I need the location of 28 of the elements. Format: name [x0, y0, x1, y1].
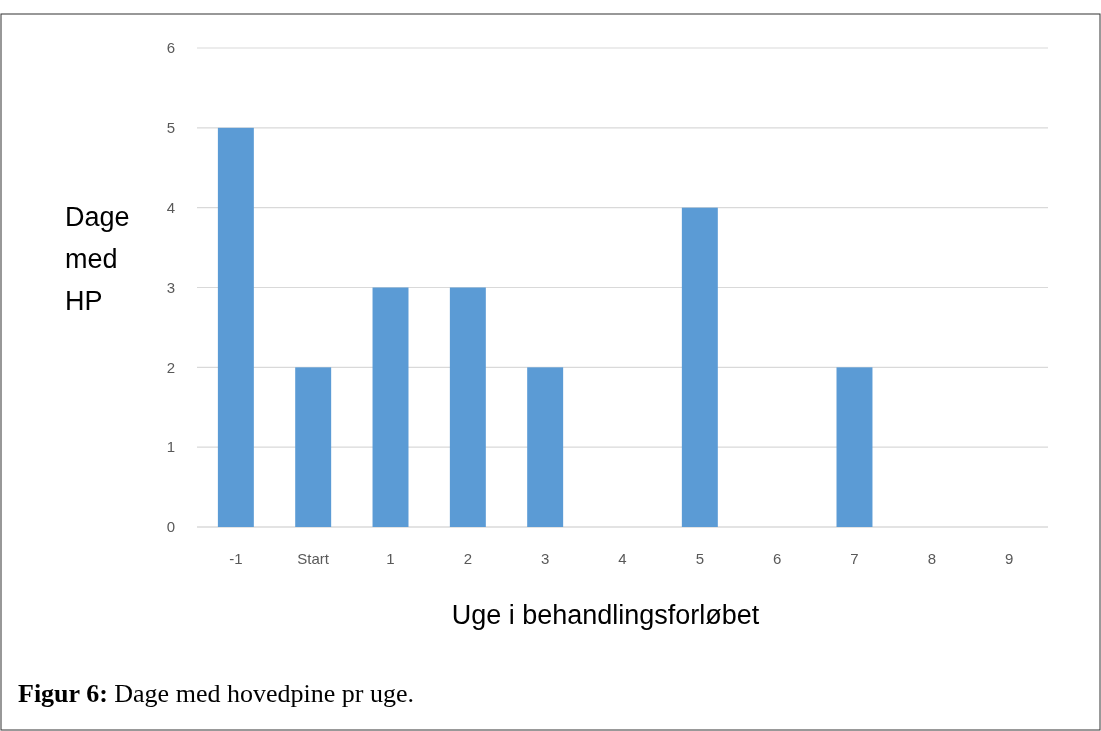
bar [681, 207, 718, 527]
bar [527, 367, 564, 527]
bar [449, 287, 486, 527]
x-tick-label: 5 [695, 550, 704, 567]
bar [295, 367, 332, 527]
bar [217, 127, 254, 527]
y-axis-title: Dage med HP [65, 202, 130, 316]
y-tick-label: 3 [166, 278, 175, 296]
y-tick-label: 1 [166, 438, 175, 456]
x-tick-label: 6 [772, 550, 782, 567]
bar [836, 367, 873, 527]
text: Figur 6: Dage med hovedpine pr uge. [18, 679, 414, 708]
x-tick-label: -1 [229, 550, 243, 567]
x-tick-label: 3 [541, 550, 550, 567]
y-tick-label: 2 [166, 358, 175, 376]
x-tick-label: 7 [850, 550, 859, 567]
x-tick-label: 4 [618, 550, 627, 567]
x-tick-label: 9 [1004, 550, 1014, 567]
x-tick-label: Start [297, 550, 330, 567]
y-tick-label: 4 [166, 198, 175, 216]
x-tick-label: 8 [927, 550, 936, 567]
bar [372, 287, 409, 527]
y-tick-label: 0 [166, 518, 175, 536]
x-tick-label: 1 [386, 550, 395, 567]
x-tick-label: 2 [463, 550, 473, 567]
y-tick-label: 6 [166, 39, 175, 57]
x-axis-title: Uge i behandlingsforløbet [451, 600, 760, 630]
y-tick-label: 5 [166, 119, 175, 137]
